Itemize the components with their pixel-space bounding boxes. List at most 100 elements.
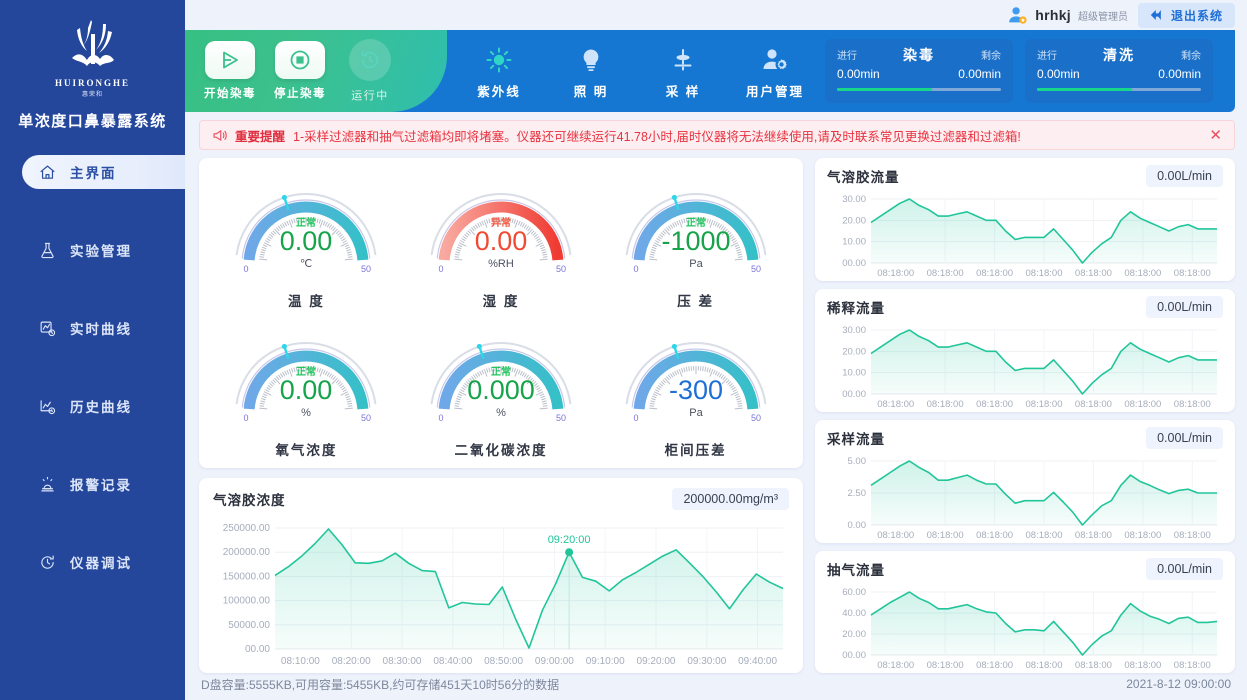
svg-text:09:20:00: 09:20:00 [637,656,676,667]
svg-text:100000.00: 100000.00 [223,596,271,607]
svg-text:08:10:00: 08:10:00 [281,656,320,667]
chart-plot-area: 0.00 2.50 5.00 08:18:00 08:18:00 08:18:00 08:1… [827,451,1223,541]
svg-text:30.00: 30.00 [842,325,866,336]
sidebar-item-label: 历史曲线 [70,400,132,415]
svg-text:09:10:00: 09:10:00 [586,656,625,667]
clock-icon [38,553,56,571]
sidebar-item-home[interactable]: 主界面 [22,141,185,203]
svg-text:08:18:00: 08:18:00 [1026,268,1063,279]
svg-text:00.00: 00.00 [842,258,866,269]
gauge-label: 二氧化碳浓度 [454,442,548,458]
start-exposure-label: 开始染毒 [204,88,256,100]
toolbar-item-label: 采 样 [665,84,701,99]
svg-text:0.00: 0.00 [280,226,333,256]
chart-plot-area: 00.00 50000.00 100000.00 150000.00 200000.00… [213,514,789,667]
user-name: hrhkj [1035,7,1071,23]
svg-text:08:18:00: 08:18:00 [877,660,914,671]
sampling-flow-card: 采样流量 0.00L/min 0.00 2.50 5.00 08:18:00 08:18… [815,420,1235,543]
svg-text:0: 0 [438,413,443,423]
svg-text:%RH: %RH [488,258,514,270]
chart-value-badge: 0.00L/min [1146,558,1223,580]
svg-text:08:18:00: 08:18:00 [1075,268,1112,279]
sidebar-item-experiment[interactable]: 实验管理 [0,233,185,267]
svg-text:%: % [301,407,311,419]
chart-title: 抽气流量 [827,563,885,578]
gauge-2: 异常 0.00 %RH 0 50 湿 度 [404,164,599,313]
svg-text:Pa: Pa [689,407,703,419]
chart-value-badge: 0.00L/min [1146,165,1223,187]
dilution-flow-card: 稀释流量 0.00L/min 00.00 10.00 20.00 30.00 08:18… [815,289,1235,412]
running-status-label: 运行中 [351,90,389,102]
svg-text:250000.00: 250000.00 [223,523,271,534]
progress-card-exposure: 染毒 进行 剩余 0.00min 0.00min [825,39,1013,103]
svg-text:00.00: 00.00 [842,650,866,661]
svg-text:08:18:00: 08:18:00 [1124,530,1161,541]
toolbar-item-label: 用户管理 [745,84,804,99]
svg-text:%: % [496,407,506,419]
progress-right-value: 0.00min [958,67,1001,81]
progress-left-value: 0.00min [837,67,880,81]
svg-text:正常: 正常 [686,216,706,229]
toolbar-item-lighting[interactable]: 照 明 [545,43,637,100]
svg-text:2.50: 2.50 [848,488,867,499]
svg-text:08:18:00: 08:18:00 [1075,399,1112,410]
sidebar-item-label: 实时曲线 [70,322,132,337]
svg-text:08:18:00: 08:18:00 [1174,399,1211,410]
progress-left-label: 进行 [837,51,857,62]
gauge-panel: 正常 0.00 ℃ 0 50 温 度异常 0.00 %RH 0 50 湿 度正常 -1000 Pa 0 50… [199,158,803,468]
stop-exposure-label: 停止染毒 [274,88,326,100]
sidebar-item-instrument-debug[interactable]: 仪器调试 [0,545,185,579]
svg-text:08:18:00: 08:18:00 [877,399,914,410]
svg-text:50: 50 [361,413,371,423]
svg-text:40.00: 40.00 [842,608,866,619]
svg-text:50: 50 [556,413,566,423]
progress-title: 清洗 [1103,47,1135,63]
toolbar-items: 紫外线 照 明 [453,43,821,100]
svg-text:09:00:00: 09:00:00 [535,656,574,667]
svg-text:10.00: 10.00 [842,237,866,248]
history-curve-icon [38,397,56,415]
datetime: 2021-8-12 09:00:00 [1126,677,1231,691]
user-box[interactable]: hrhkj 超级管理员 [1006,4,1128,26]
gauge-label: 压 差 [677,293,715,309]
aerosol-flow-card: 气溶胶流量 0.00L/min 00.00 10.00 20.00 30.00 08:1… [815,158,1235,281]
gauge-6: -300 Pa 0 50 柜间压差 [598,313,793,462]
svg-text:50: 50 [751,264,761,274]
logout-button[interactable]: 退出系统 [1137,2,1235,28]
stop-exposure-button[interactable]: 停止染毒 [272,41,328,101]
aerosol-concentration-card: 气溶胶浓度 200000.00mg/m³ 00.00 50000.00 100000… [199,478,803,673]
start-exposure-button[interactable]: 开始染毒 [202,41,258,101]
svg-text:08:18:00: 08:18:00 [1174,530,1211,541]
sidebar-item-history-curve[interactable]: 历史曲线 [0,389,185,423]
toolbar-item-uv[interactable]: 紫外线 [453,43,545,100]
toolbar-item-sampling[interactable]: 采 样 [637,43,729,100]
svg-text:08:18:00: 08:18:00 [1026,530,1063,541]
back-arrow-icon [1150,9,1165,21]
chart-plot-area: 00.00 10.00 20.00 30.00 08:18:00 08:18:00 08:1… [827,189,1223,279]
toolbar: 紫外线 照 明 [185,30,1247,112]
running-icon [349,39,391,81]
sidebar-item-realtime-curve[interactable]: 实时曲线 [0,311,185,345]
chart-title: 稀释流量 [827,301,885,316]
progress-right-label: 剩余 [981,51,1001,62]
gauge-label: 柜间压差 [664,442,727,458]
svg-text:60.00: 60.00 [842,587,866,598]
chart-title: 气溶胶浓度 [213,493,286,508]
sidebar-item-alarm-log[interactable]: 报警记录 [0,467,185,501]
close-icon[interactable]: ✕ [1209,127,1222,144]
svg-text:08:18:00: 08:18:00 [1124,268,1161,279]
svg-text:08:18:00: 08:18:00 [877,530,914,541]
toolbar-item-user-management[interactable]: 用户管理 [729,43,821,100]
svg-text:08:18:00: 08:18:00 [877,268,914,279]
svg-text:正常: 正常 [296,365,316,378]
progress-left-label: 进行 [1037,51,1057,62]
svg-text:0.000: 0.000 [467,375,535,405]
logout-label: 退出系统 [1170,8,1223,23]
alert-keyword: 重要提醒 [235,129,286,144]
svg-text:08:18:00: 08:18:00 [1075,530,1112,541]
progress-left-value: 0.00min [1037,67,1080,81]
user-gear-icon [729,43,821,77]
svg-text:08:50:00: 08:50:00 [484,656,523,667]
chart-plot-area: 00.00 10.00 20.00 30.00 08:18:00 08:18:00 08:1… [827,320,1223,410]
